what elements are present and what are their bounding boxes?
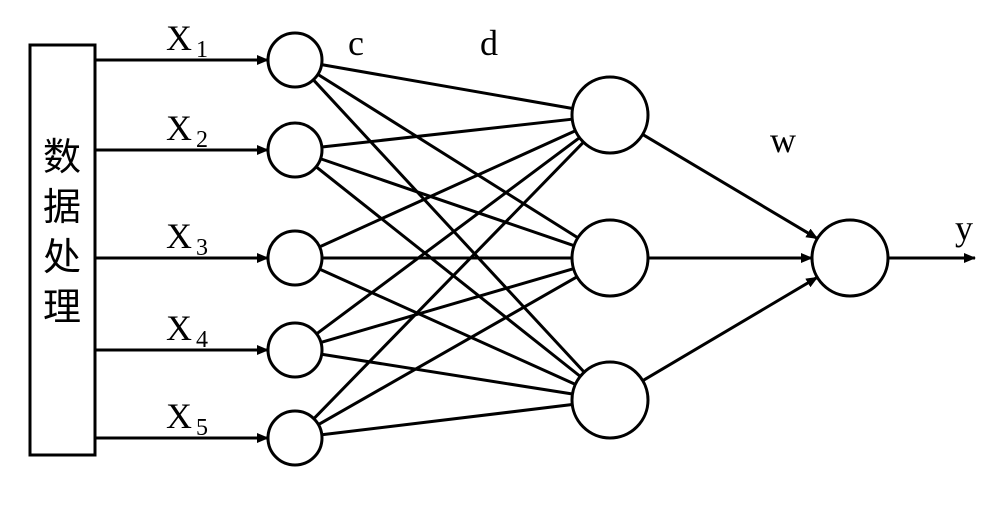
output-label: y — [955, 208, 973, 248]
input-label: X — [166, 108, 192, 148]
input-box-label-char: 数 — [43, 137, 81, 179]
input-label-sub: 4 — [196, 327, 208, 353]
layer2-label: d — [480, 23, 498, 63]
input-box-label-char: 据 — [43, 187, 81, 229]
input-label: X — [166, 308, 192, 348]
layer1-node — [268, 231, 322, 285]
input-label-sub: 5 — [196, 415, 208, 441]
input-label-sub: 3 — [196, 235, 208, 261]
neural-network-diagram: 数据处理X1X2X3X4X5cdwy — [0, 0, 1000, 513]
edge — [318, 74, 578, 237]
layer1-node — [268, 33, 322, 87]
edge — [321, 269, 574, 343]
edge — [643, 277, 818, 380]
edge — [322, 119, 572, 147]
edge — [316, 167, 580, 377]
layer2-node — [572, 362, 648, 438]
input-label: X — [166, 216, 192, 256]
input-box-label-char: 处 — [43, 237, 81, 279]
edge — [320, 269, 576, 384]
input-box-label-char: 理 — [43, 287, 81, 329]
input-label-sub: 2 — [196, 127, 208, 153]
edge — [318, 277, 577, 425]
layer1-label: c — [348, 23, 364, 63]
layer2-node — [572, 220, 648, 296]
input-label: X — [166, 396, 192, 436]
output-node — [812, 220, 888, 296]
layer1-node — [268, 323, 322, 377]
input-label: X — [166, 18, 192, 58]
layer1-node — [268, 411, 322, 465]
input-label-sub: 1 — [196, 37, 208, 63]
edge — [314, 142, 584, 418]
layer2-node — [572, 77, 648, 153]
output-weight-label: w — [770, 120, 796, 160]
layer1-node — [268, 123, 322, 177]
edge — [322, 405, 572, 435]
